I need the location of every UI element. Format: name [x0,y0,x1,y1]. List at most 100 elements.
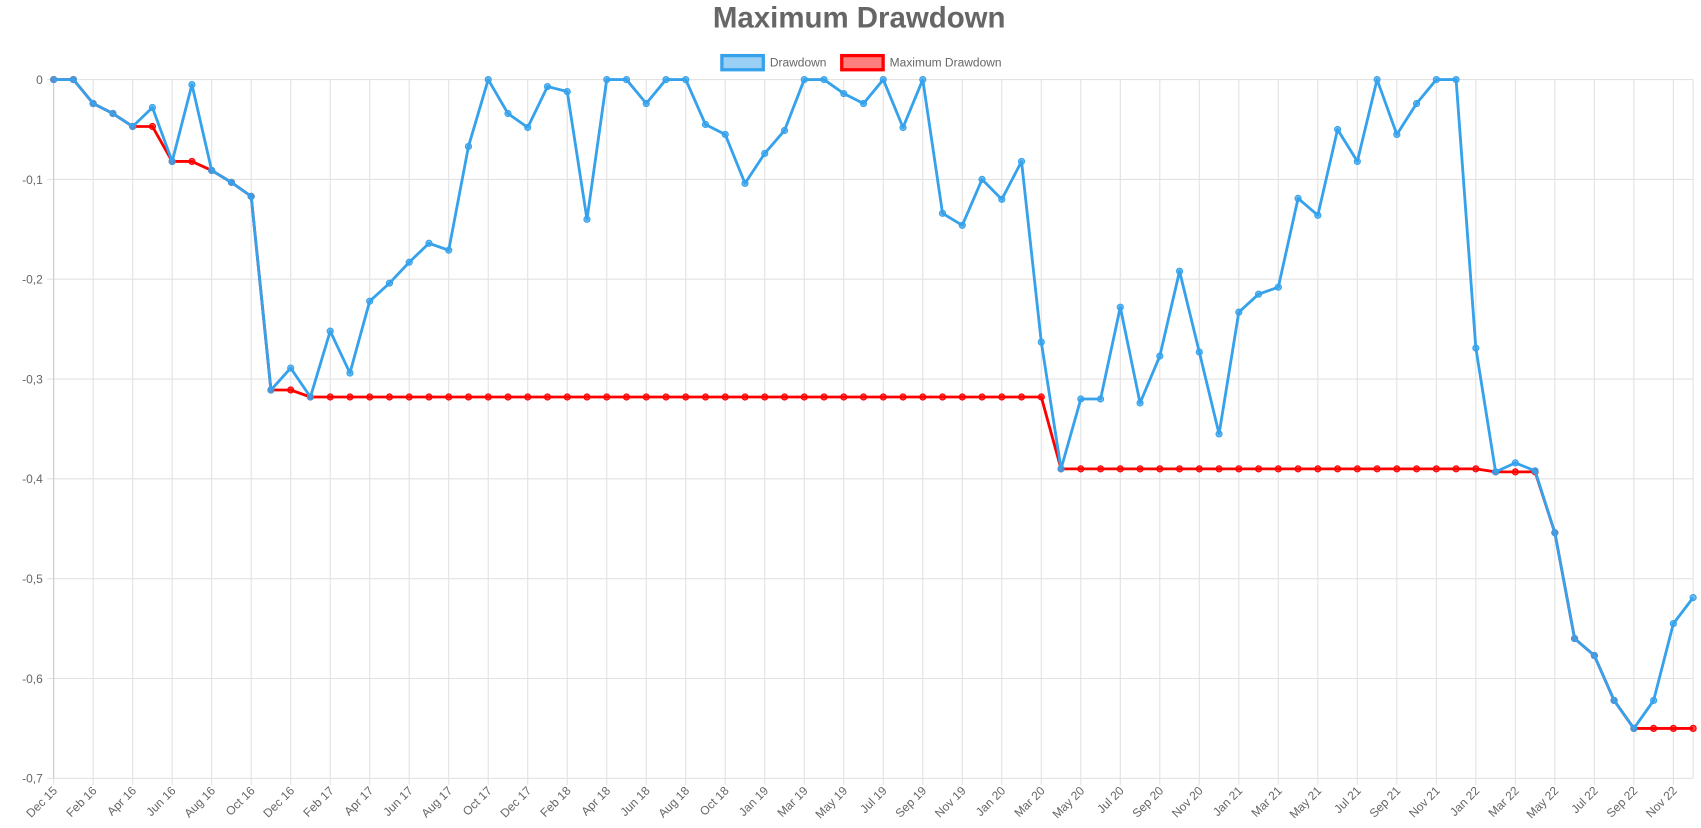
data-point [1393,130,1401,139]
x-tick-label: Feb 17 [300,783,337,820]
data-point [1077,395,1085,403]
data-point [326,393,334,401]
x-tick-label: Jul 19 [857,783,890,816]
data-point [741,179,749,187]
y-tick-label: -0,3 [22,372,43,386]
x-tick-label: Dec 17 [497,783,534,820]
data-point [1669,724,1677,732]
x-tick-label: Sep 22 [1604,783,1641,820]
x-tick-label: Jun 18 [617,783,653,819]
data-point [1393,465,1401,473]
data-point [682,75,690,84]
data-point [366,297,374,305]
x-tick-label: Jul 20 [1094,783,1127,816]
data-point [800,75,808,84]
data-point [366,393,374,401]
data-point [1630,724,1638,732]
data-point [1571,634,1579,643]
data-point [1116,303,1124,311]
x-tick-label: Nov 22 [1643,783,1680,820]
x-tick-label: Sep 19 [892,783,929,820]
data-point [761,149,769,158]
data-point [405,393,413,401]
x-tick-label: Apr 18 [578,783,613,818]
data-point [385,279,394,287]
x-tick-label: Jul 22 [1568,783,1601,816]
data-point [1412,99,1421,108]
data-point [129,122,137,131]
data-point [1274,465,1282,473]
x-tick-label: May 20 [1050,783,1088,821]
data-point [346,369,354,377]
x-tick-label: Feb 16 [63,783,100,820]
data-point [326,327,334,335]
data-point [484,75,492,84]
data-point [445,393,453,401]
data-point [227,178,236,186]
x-tick-label: Mar 20 [1011,783,1048,820]
data-point [1175,267,1184,275]
data-point [1373,465,1381,473]
data-point [741,393,749,401]
data-point [978,393,986,401]
data-point [464,393,473,401]
data-point [682,393,690,401]
data-point [385,393,394,401]
data-point [879,75,887,84]
data-point [306,393,315,401]
data-point [1650,696,1658,705]
data-point [1314,211,1322,219]
x-tick-label: Mar 19 [774,783,811,820]
data-point [642,393,650,401]
x-tick-label: Oct 16 [223,783,258,818]
data-point [899,123,907,132]
data-point [1136,465,1144,473]
x-tick-label: Dec 15 [23,783,60,820]
data-point [287,386,295,394]
series-line [53,78,1695,730]
data-point [168,157,176,166]
data-point [1136,399,1144,407]
x-tick-label: May 22 [1524,783,1562,821]
x-tick-label: Nov 21 [1406,783,1443,820]
data-point [820,393,828,401]
data-point [1037,393,1045,401]
x-tick-label: Oct 18 [697,783,732,818]
data-point [1254,465,1263,473]
data-point [1590,651,1598,660]
data-point [1333,465,1342,473]
data-point [524,123,532,132]
x-tick-label: Apr 16 [104,783,139,818]
data-point [1195,348,1203,356]
data-point [1353,465,1361,473]
data-point [1511,459,1519,467]
data-point [622,393,631,401]
legend-label: Drawdown [770,55,827,69]
data-point [524,393,532,401]
x-tick-label: May 19 [813,783,851,821]
data-point [425,239,433,247]
data-point [1689,724,1697,732]
data-point [701,393,710,401]
data-point [1057,465,1065,473]
x-tick-label: Jan 21 [1210,783,1246,819]
data-point [859,99,868,108]
y-tick-label: -0,2 [22,273,43,287]
data-point [919,393,927,401]
data-point [662,393,670,401]
data-point [1551,529,1559,537]
data-point [1650,724,1658,732]
data-point [1511,468,1519,476]
data-point [899,393,907,401]
legend-label: Maximum Drawdown [890,55,1002,69]
x-tick-label: Nov 20 [1169,783,1206,820]
chart-title: Maximum Drawdown [713,1,1006,34]
data-point [1472,344,1480,352]
x-tick-label: Dec 16 [260,783,297,820]
data-point [583,393,591,401]
data-point [1235,308,1243,316]
data-point [879,393,887,401]
data-point [1531,467,1539,475]
data-point [1294,465,1302,473]
data-point [504,393,512,401]
